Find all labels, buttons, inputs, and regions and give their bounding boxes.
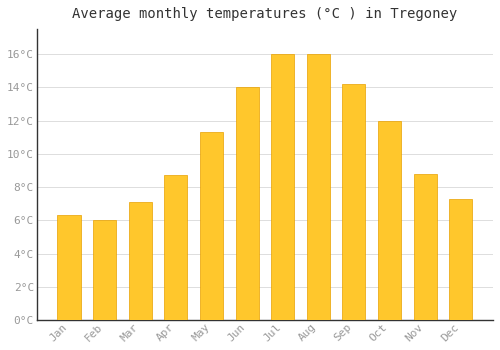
Bar bbox=[164, 175, 188, 320]
Bar bbox=[378, 121, 401, 320]
Bar bbox=[342, 84, 365, 320]
Bar bbox=[271, 54, 294, 320]
Bar bbox=[306, 54, 330, 320]
Bar bbox=[58, 216, 80, 320]
Bar bbox=[236, 87, 258, 320]
Bar bbox=[414, 174, 436, 320]
Title: Average monthly temperatures (°C ) in Tregoney: Average monthly temperatures (°C ) in Tr… bbox=[72, 7, 458, 21]
Bar bbox=[449, 199, 472, 320]
Bar bbox=[128, 202, 152, 320]
Bar bbox=[200, 132, 223, 320]
Bar bbox=[93, 220, 116, 320]
